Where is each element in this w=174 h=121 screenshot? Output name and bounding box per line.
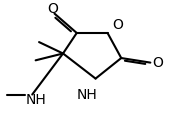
Text: O: O <box>47 2 58 16</box>
Text: O: O <box>152 56 163 70</box>
Text: NH: NH <box>25 93 46 107</box>
Text: O: O <box>112 18 123 32</box>
Text: NH: NH <box>77 87 97 102</box>
